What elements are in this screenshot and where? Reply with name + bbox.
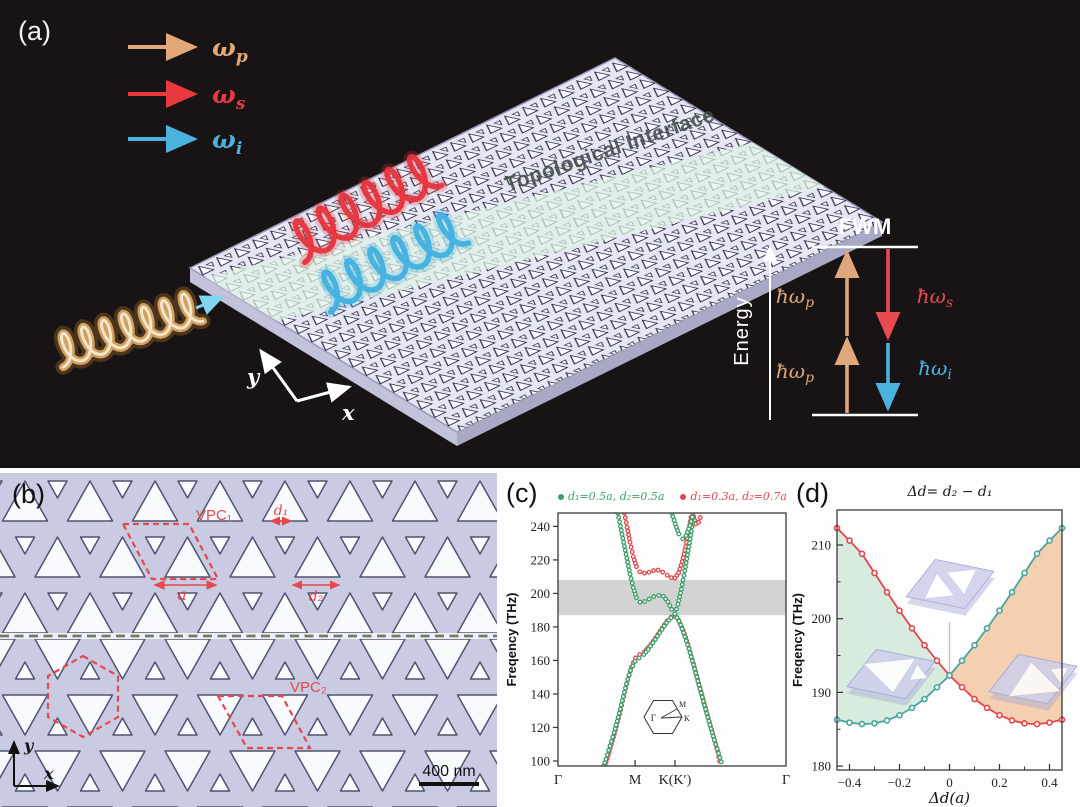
svg-text:Γ: Γ xyxy=(782,773,790,788)
svg-text:140: 140 xyxy=(531,686,551,701)
svg-text:200: 200 xyxy=(812,611,832,626)
svg-text:−0.4: −0.4 xyxy=(838,775,862,790)
a-label: a xyxy=(177,585,187,604)
hexagon-cell xyxy=(46,654,120,739)
svg-text:180: 180 xyxy=(531,619,551,634)
vpc1-label: VPC₁ xyxy=(196,507,232,524)
legend-omega-p: ωp xyxy=(212,33,248,67)
d2-annotation: d₂ xyxy=(291,580,341,605)
wave-legend: ωp ωs ωi xyxy=(128,33,248,159)
hw-p-lower: ħωp xyxy=(776,359,814,386)
svg-text:0.4: 0.4 xyxy=(1041,775,1058,790)
vpc2-unit-cell: VPC₂ xyxy=(216,679,327,750)
panel-b: VPC₁ a d₁ d₂ VPC₂ y x xyxy=(0,473,497,807)
hw-i-label: ħωi xyxy=(918,356,952,383)
fwm-title: FWM xyxy=(839,214,892,239)
panel-b-axis-x: x xyxy=(43,764,54,783)
panel-d-title: Δd= d₂ − d₁ xyxy=(907,484,993,500)
photonic-crystal-slab: Topological Interface xyxy=(188,57,884,446)
d1-label: d₁ xyxy=(274,503,289,519)
legend-item-red: d₁=0.3a, d₂=0.7a xyxy=(680,490,787,503)
red-lower-band xyxy=(602,614,723,766)
x-axis-label: Δd(a) xyxy=(928,789,970,807)
svg-text:200: 200 xyxy=(531,586,551,601)
edge-frequency-chart: 180 190 200 210 −0.4 −0.2 0 0.2 0.4 Δd(a) Freqency… xyxy=(790,509,1078,807)
panel-a: (a) xyxy=(0,0,1080,468)
panel-b-axis-y: y xyxy=(23,736,35,755)
panel-d: (d) Δd= d₂ − d₁ 180 190 200 210 −0.4 −0.2 0 0.2… xyxy=(790,470,1080,807)
hw-p-upper: ħωp xyxy=(776,284,814,311)
slab-axis-y-label: y xyxy=(246,364,261,389)
d1-annotation: d₁ xyxy=(269,503,293,526)
red-upper-band xyxy=(621,513,694,581)
band-structure-chart: 100 120 140 160 180 200 220 240 Γ M K(K′) Γ Freqency… xyxy=(504,512,790,788)
legend-item-green: d₁=0.5a, d₂=0.5a xyxy=(558,490,664,503)
svg-text:K(K′): K(K′) xyxy=(659,773,692,788)
hw-s-label: ħωs xyxy=(917,284,953,311)
legend-omega-i: ωi xyxy=(212,125,242,159)
svg-text:220: 220 xyxy=(531,552,551,567)
scale-bar: 400 nm xyxy=(419,763,479,786)
energy-axis-label: Energy xyxy=(731,296,753,365)
pump-entry-arrow xyxy=(195,295,225,315)
legend-omega-s: ωs xyxy=(212,80,246,114)
svg-text:M: M xyxy=(679,700,686,709)
svg-text:0.2: 0.2 xyxy=(991,775,1007,790)
brillouin-zone-inset: Γ MK xyxy=(643,700,690,734)
slab-axis-x-label: x xyxy=(341,400,355,425)
green-v-band xyxy=(669,513,695,542)
svg-text:190: 190 xyxy=(812,685,832,700)
panel-c: (c) d₁=0.5a, d₂=0.5a d₁=0.3a, d₂=0.7a 10… xyxy=(500,470,790,807)
band-legend: d₁=0.5a, d₂=0.5a d₁=0.3a, d₂=0.7a xyxy=(558,490,787,503)
red-dot-icon xyxy=(680,493,687,500)
svg-text:Γ: Γ xyxy=(651,713,656,723)
svg-text:K: K xyxy=(684,714,690,723)
panel-b-label: (b) xyxy=(12,479,45,509)
panel-b-lattice: VPC₁ a d₁ d₂ VPC₂ y x xyxy=(0,480,497,807)
energy-diagram: FWM Energy ħωp ħωs ħωp ħωi xyxy=(731,214,953,420)
svg-text:0: 0 xyxy=(946,775,953,790)
panel-c-label: (c) xyxy=(506,478,538,508)
vpc2-label: VPC₂ xyxy=(290,679,327,696)
svg-text:−0.2: −0.2 xyxy=(888,775,912,790)
unit-cell-inset-big-down xyxy=(846,648,936,706)
unit-cell-inset-equal xyxy=(905,558,995,616)
d2-label: d₂ xyxy=(309,589,324,605)
band-series xyxy=(601,513,724,766)
svg-text:160: 160 xyxy=(531,653,551,668)
panel-a-label: (a) xyxy=(18,16,51,46)
panel-b-axes xyxy=(7,740,60,792)
svg-text:180: 180 xyxy=(812,759,832,774)
scale-bar-label: 400 nm xyxy=(422,763,475,780)
wave-packets xyxy=(53,150,475,375)
unit-cell-inset-big-up xyxy=(988,653,1078,711)
svg-text:240: 240 xyxy=(531,519,551,534)
green-lower-band xyxy=(601,611,724,766)
panel-d-label: (d) xyxy=(796,478,829,508)
svg-text:100: 100 xyxy=(531,753,551,768)
slab-axes xyxy=(259,348,352,403)
green-dot-icon xyxy=(558,493,564,500)
y-axis-label: Freqency (THz) xyxy=(790,593,805,687)
svg-text:210: 210 xyxy=(812,538,832,553)
vpc1-unit-cell: VPC₁ a xyxy=(121,507,232,604)
svg-text:Γ: Γ xyxy=(554,773,562,788)
triangle-lattice xyxy=(0,480,497,807)
svg-text:120: 120 xyxy=(531,720,551,735)
svg-text:M: M xyxy=(629,773,642,788)
y-axis-label: Freqency (THz) xyxy=(504,593,519,687)
panel-a-scene: Topological Interface y x ωp ωs ωi xyxy=(53,33,953,446)
